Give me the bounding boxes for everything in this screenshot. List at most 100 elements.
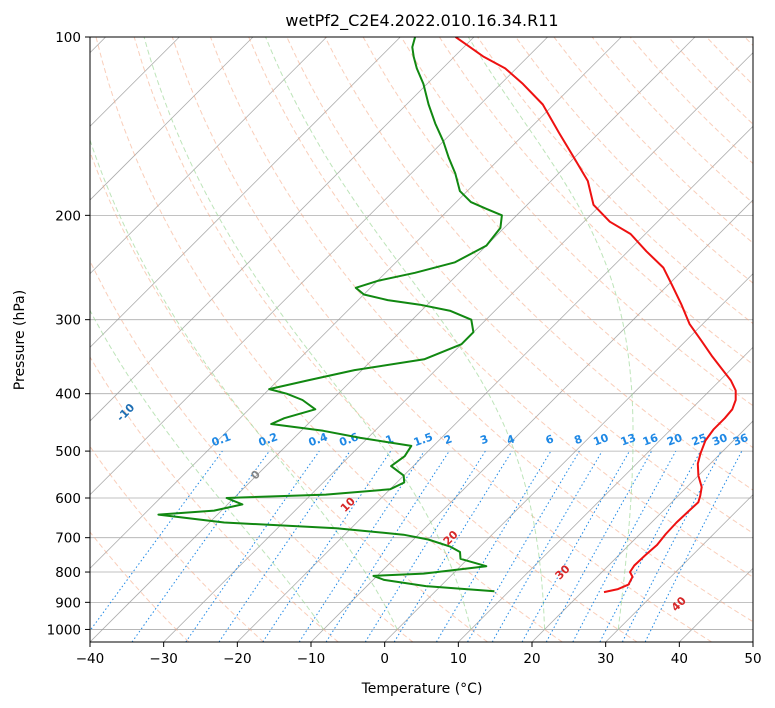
mixing-ratio-line — [521, 450, 630, 642]
dry-adiabat-line — [210, 37, 753, 623]
mixing-ratio-line — [467, 450, 580, 642]
isotherm-line — [605, 494, 753, 642]
y-tick-label: 400 — [55, 387, 81, 403]
mixing-ratio-line — [435, 450, 552, 642]
isotherm-line — [90, 37, 401, 348]
mixing-ratio-label: 20 — [665, 431, 684, 449]
y-tick-label: 700 — [55, 531, 81, 547]
mixing-ratio-label: 1.5 — [412, 430, 435, 449]
dry-adiabat-line — [90, 356, 339, 642]
temperature-line — [455, 37, 737, 594]
plot-area: -100-90-80-70-60-50-40-30-20-10010203040… — [90, 37, 753, 642]
y-tick-label: 100 — [55, 30, 81, 46]
warm-adiabat-label: 40 — [669, 594, 689, 614]
isotherm-line — [90, 37, 327, 275]
mixing-ratio-line — [262, 450, 392, 642]
sounding-series — [157, 37, 737, 594]
isotherm-line — [679, 567, 753, 642]
mixing-ratio-line — [393, 450, 513, 642]
y-tick-label: 200 — [55, 208, 81, 224]
mixing-ratio-label: 4 — [505, 432, 517, 447]
y-tick-label: 500 — [55, 444, 81, 460]
moist-adiabat-lines — [90, 37, 634, 630]
mixing-ratio-label: 30 — [710, 431, 729, 449]
isotherm-line — [90, 37, 696, 642]
mixing-ratio-label: 0.2 — [257, 430, 280, 449]
dry-adiabat-line — [90, 150, 488, 642]
dry-adiabat-line — [553, 37, 753, 244]
dry-adiabat-line — [95, 37, 563, 642]
x-tick-label: 40 — [671, 651, 688, 667]
moist-adiabat-line — [143, 37, 472, 630]
dry-adiabat-lines — [90, 37, 753, 642]
isotherm-line — [310, 199, 753, 642]
x-tick-label: 10 — [450, 651, 467, 667]
y-tick-label: 800 — [55, 565, 81, 581]
mixing-ratio-label: 0.1 — [210, 430, 233, 449]
isotherm-lines — [90, 37, 753, 642]
y-tick-label: 600 — [55, 491, 81, 507]
isotherm-line — [237, 125, 753, 642]
dry-adiabat-label: -10 — [114, 401, 137, 424]
x-axis-label: Temperature (°C) — [361, 681, 483, 697]
mixing-ratio-lines — [90, 450, 743, 642]
mixing-ratio-line — [90, 450, 223, 632]
isotherm-line — [752, 641, 753, 642]
mixing-ratio-line — [621, 450, 722, 642]
chart-title: wetPf2_C2E4.2022.010.16.34.R11 — [285, 11, 558, 31]
x-tick-label: 30 — [597, 651, 614, 667]
x-tick-label: −30 — [149, 651, 178, 667]
mixing-ratio-line — [131, 450, 270, 642]
isotherm-line — [90, 37, 254, 201]
mixing-ratio-label: 1 — [384, 432, 396, 447]
isobar-lines — [90, 37, 753, 630]
moist-adiabat-line — [90, 138, 398, 630]
y-axis-label: Pressure (hPa) — [12, 290, 28, 390]
y-tick-label: 1000 — [47, 622, 81, 638]
mixing-ratio-label: 0.6 — [338, 430, 361, 449]
mixing-ratio-line — [644, 450, 743, 642]
dry-adiabat-line — [591, 37, 753, 204]
dry-adiabat-line — [515, 37, 753, 284]
dry-adiabat-line — [90, 445, 264, 642]
dry-adiabat-line — [400, 37, 753, 407]
mixing-ratio-line — [572, 450, 677, 642]
dry-adiabat-line — [133, 37, 638, 642]
mixing-ratio-label: 3 — [478, 432, 490, 447]
x-tick-label: −10 — [297, 651, 326, 667]
dry-adiabat-line — [362, 37, 753, 449]
mixing-ratio-label: 10 — [592, 431, 611, 449]
mixing-ratio-label: 8 — [572, 432, 584, 447]
mixing-ratio-label: 0.4 — [307, 430, 330, 449]
y-tick-label: 300 — [55, 313, 81, 329]
mixing-ratio-label: 13 — [619, 431, 638, 448]
overlay-labels: -100-90-80-70-60-50-40-30-20-10010203040… — [114, 401, 750, 614]
dry-adiabat-line — [90, 531, 190, 642]
dry-adiabat-line — [171, 37, 712, 642]
mixing-ratio-label: 16 — [641, 431, 660, 449]
dry-adiabat-line — [744, 37, 753, 47]
moist-adiabat-line — [265, 37, 546, 630]
x-tick-label: −20 — [223, 651, 252, 667]
warm-adiabat-label: 30 — [553, 562, 573, 582]
x-tick-label: 50 — [744, 651, 761, 667]
isotherm-line — [90, 37, 475, 422]
warm-adiabat-label: 10 — [338, 494, 358, 514]
x-axis-ticks: −40 −30 −20 −10 0 10 20 30 40 50 — [76, 642, 762, 667]
dry-adiabat-line — [324, 37, 753, 491]
isotherm-line — [90, 37, 622, 569]
x-tick-label: 20 — [523, 651, 540, 667]
dry-adiabat-line — [668, 37, 753, 125]
mixing-ratio-line — [218, 450, 351, 642]
mixing-ratio-line — [545, 450, 653, 642]
mixing-ratio-line — [298, 450, 425, 642]
x-tick-label: −40 — [76, 651, 105, 667]
dewpoint-line — [157, 37, 503, 593]
y-tick-label: 900 — [55, 595, 81, 611]
y-axis-ticks: 100 200 300 400 500 600 700 800 900 1000 — [47, 30, 90, 638]
dry-adiabat-line — [438, 37, 753, 366]
moist-adiabat-line — [467, 37, 634, 630]
dry-adiabat-line — [90, 259, 414, 642]
moist-adiabat-line — [90, 309, 325, 630]
